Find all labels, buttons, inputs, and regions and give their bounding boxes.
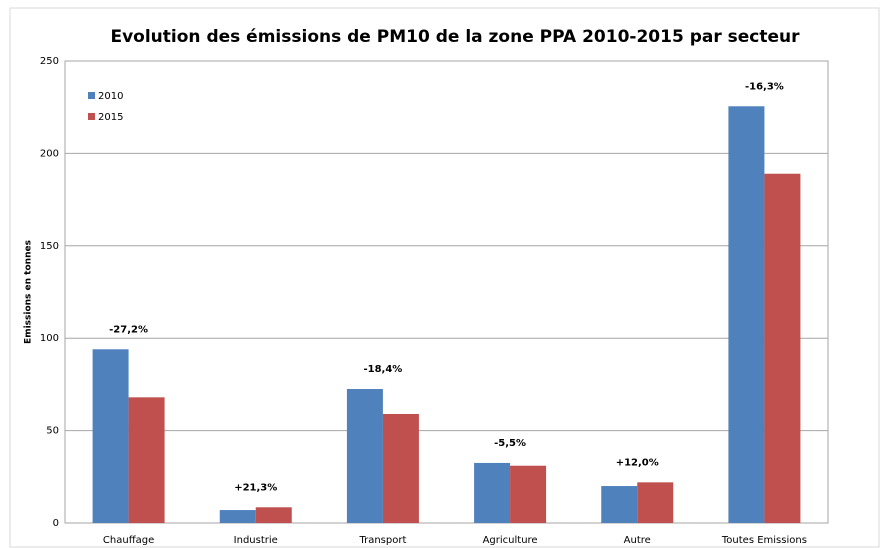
bar — [382, 413, 419, 523]
bar — [601, 486, 638, 523]
y-tick-label: 150 — [40, 241, 59, 252]
bar — [128, 397, 165, 523]
annotation: -16,3% — [745, 81, 784, 92]
legend-label: 2015 — [98, 112, 123, 123]
x-tick-label: Toutes Emissions — [721, 535, 807, 546]
y-tick-label: 100 — [40, 333, 59, 344]
chart-title: Evolution des émissions de PM10 de la zo… — [110, 27, 800, 47]
bar — [92, 349, 129, 523]
bar — [728, 106, 765, 523]
x-tick-label: Autre — [624, 535, 651, 546]
x-tick-label: Chauffage — [103, 535, 154, 546]
x-tick-label: Transport — [358, 535, 406, 546]
legend-swatch — [88, 113, 95, 120]
annotation: +21,3% — [234, 482, 277, 493]
annotation: -18,4% — [363, 364, 402, 375]
bar — [764, 173, 801, 523]
bar — [346, 389, 383, 523]
bar — [474, 462, 511, 523]
annotation: -27,2% — [109, 324, 148, 335]
legend-label: 2010 — [98, 91, 123, 102]
legend-swatch — [88, 92, 95, 99]
y-tick-label: 200 — [40, 148, 59, 159]
y-tick-label: 50 — [46, 426, 59, 437]
bar — [510, 465, 547, 523]
bar — [219, 510, 256, 523]
x-tick-label: Agriculture — [483, 535, 538, 546]
y-axis-label: Emissions en tonnes — [24, 240, 34, 344]
bar — [637, 482, 674, 523]
bar — [255, 507, 292, 523]
annotation: -5,5% — [494, 438, 526, 449]
y-tick-label: 0 — [53, 518, 59, 529]
y-tick-label: 250 — [40, 56, 59, 67]
annotation: +12,0% — [616, 457, 659, 468]
x-tick-label: Industrie — [234, 535, 278, 546]
